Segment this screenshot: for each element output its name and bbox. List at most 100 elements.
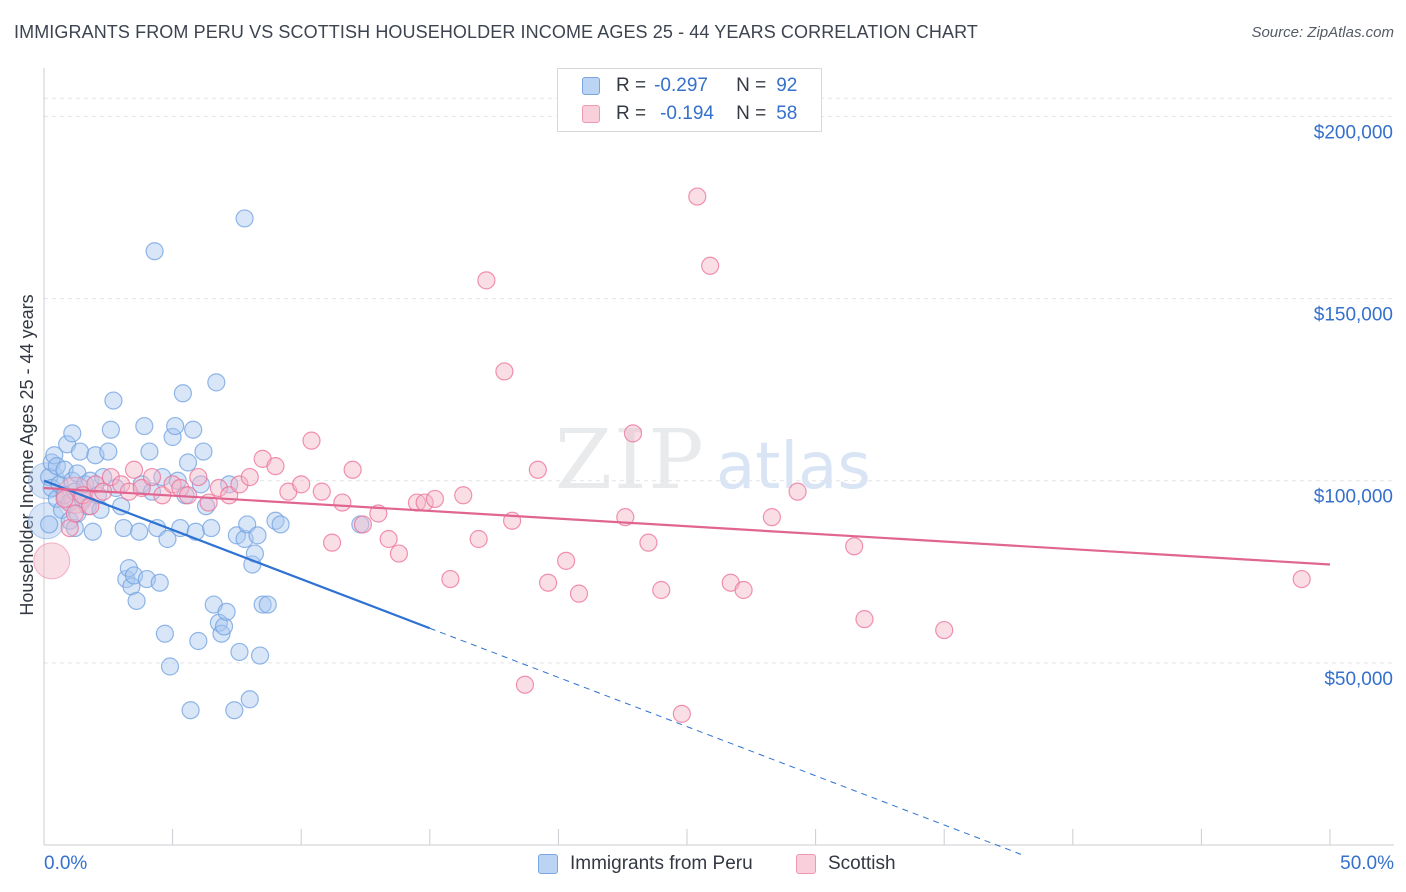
data-point — [235, 209, 254, 228]
data-point — [379, 529, 398, 549]
y-tick-label: $100,000 — [1314, 487, 1393, 508]
data-point — [569, 584, 589, 603]
data-point — [135, 416, 154, 436]
data-point — [83, 522, 102, 541]
data-point — [734, 580, 753, 600]
y-axis-label: Householder Income Ages 25 - 44 years — [17, 294, 37, 615]
data-point — [163, 427, 182, 447]
legend-row-peru: R = -0.297 N = 92 — [558, 73, 797, 99]
data-point — [65, 518, 84, 538]
legend-n-label: N = — [736, 75, 767, 96]
data-point — [557, 551, 576, 570]
data-point — [688, 187, 707, 206]
data-point — [86, 475, 105, 494]
data-point — [855, 610, 874, 629]
data-point — [217, 602, 236, 621]
data-point — [292, 475, 311, 494]
series-layer — [28, 187, 1311, 723]
data-point — [140, 442, 159, 461]
x-tick-label: 50.0% — [1340, 853, 1394, 874]
data-point — [253, 595, 272, 614]
data-point — [469, 529, 488, 549]
y-tick-label: $200,000 — [1314, 122, 1393, 143]
legend-n-value: 92 — [776, 75, 798, 96]
data-point — [248, 526, 267, 545]
data-point — [539, 573, 558, 592]
data-point — [207, 373, 226, 392]
bottom-legend-peru: Immigrants from Peru — [538, 852, 753, 876]
data-point — [623, 424, 643, 443]
data-point — [441, 569, 460, 589]
data-point — [191, 475, 210, 494]
data-point — [230, 475, 249, 494]
data-point — [266, 457, 285, 476]
legend-n-value: 58 — [776, 103, 798, 124]
y-tick-label: $50,000 — [1324, 669, 1393, 690]
legend-r-label: R = — [616, 75, 647, 96]
legend-r-label: R = — [616, 103, 647, 124]
data-point — [322, 533, 342, 552]
data-point — [124, 460, 144, 479]
data-point — [194, 442, 213, 461]
data-point — [40, 515, 59, 534]
data-point — [1292, 569, 1311, 589]
data-point — [477, 271, 496, 290]
data-point — [184, 420, 203, 439]
data-point — [158, 529, 177, 549]
data-point — [104, 391, 123, 410]
data-point — [101, 467, 120, 487]
data-point — [160, 657, 180, 676]
legend-row-scottish: R = -0.194 N = 58 — [558, 101, 797, 127]
data-point — [312, 482, 331, 501]
watermark: ZIP atlas — [555, 413, 871, 508]
bottom-legend-scottish: Scottish — [796, 852, 896, 876]
y-tick-labels: $50,000 $100,000 $150,000 $200,000 — [1314, 122, 1393, 689]
data-point — [130, 522, 149, 541]
legend-r-value: -0.194 — [660, 103, 714, 124]
data-point — [672, 704, 691, 723]
data-point — [142, 467, 162, 487]
legend-swatch-peru — [582, 77, 600, 95]
data-point — [369, 504, 388, 523]
trendline-peru — [43, 479, 431, 630]
data-point — [788, 482, 807, 501]
data-point — [935, 620, 954, 640]
bottom-legend-label-scottish: Scottish — [828, 853, 896, 874]
data-point — [845, 537, 864, 556]
legend-swatch-scottish — [582, 105, 600, 123]
data-point — [114, 518, 133, 538]
legend-r-value: -0.297 — [654, 75, 708, 96]
data-point — [230, 642, 249, 662]
data-point — [389, 544, 409, 563]
y-tick-label: $150,000 — [1314, 305, 1393, 326]
data-point — [101, 420, 120, 439]
data-point — [189, 631, 208, 651]
data-point — [528, 460, 547, 479]
data-point — [65, 504, 84, 523]
data-point — [515, 675, 535, 694]
data-point — [142, 482, 162, 501]
data-point — [94, 467, 113, 487]
data-point — [209, 478, 228, 498]
data-point — [45, 446, 64, 465]
data-point — [150, 573, 169, 592]
data-point — [240, 467, 259, 487]
chart-title: IMMIGRANTS FROM PERU VS SCOTTISH HOUSEHO… — [14, 22, 978, 42]
data-point — [425, 489, 445, 509]
data-point — [70, 442, 90, 461]
data-point — [145, 242, 164, 261]
data-point — [202, 518, 221, 538]
data-point — [189, 467, 208, 487]
data-point — [271, 515, 290, 534]
watermark-zip: ZIP — [555, 413, 706, 508]
bottom-legend-label-peru: Immigrants from Peru — [570, 853, 753, 874]
data-point — [63, 424, 82, 443]
series-scottish — [33, 187, 1311, 723]
trend-layer — [43, 479, 1331, 855]
data-point — [333, 493, 352, 512]
data-point — [701, 256, 720, 275]
watermark-atlas: atlas — [716, 430, 871, 504]
data-point — [214, 617, 234, 636]
trendline-scottish — [43, 486, 1331, 566]
